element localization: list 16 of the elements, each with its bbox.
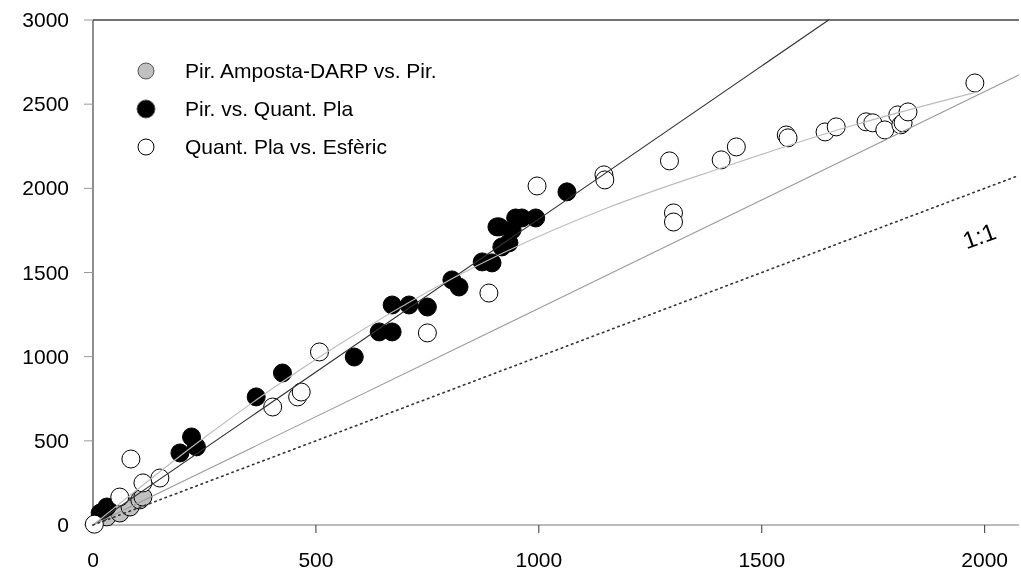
x-tick-label: 1000 [515, 548, 563, 571]
y-tick-label: 2500 [22, 92, 69, 116]
y-tick-label: 1500 [22, 260, 69, 284]
y-tick-label: 1000 [22, 344, 69, 368]
x-tick-label: 500 [298, 548, 334, 571]
y-tick-label: 0 [57, 513, 69, 536]
y-tick-label: 3000 [22, 8, 69, 31]
y-tick-label: 500 [33, 428, 69, 452]
x-tick-label: 2000 [961, 548, 1009, 571]
legend-label: Pir. vs. Quant. Pla [185, 97, 354, 120]
legend-label: Quant. Pla vs. Esfèric [185, 135, 387, 158]
annotation: 1:1 [958, 217, 1000, 255]
y-tick-label: 2000 [22, 176, 69, 200]
legend-label: Pir. Amposta-DARP vs. Pir. [185, 59, 437, 82]
x-tick-label: 1500 [738, 548, 786, 571]
x-tick-label: 0 [87, 548, 99, 571]
